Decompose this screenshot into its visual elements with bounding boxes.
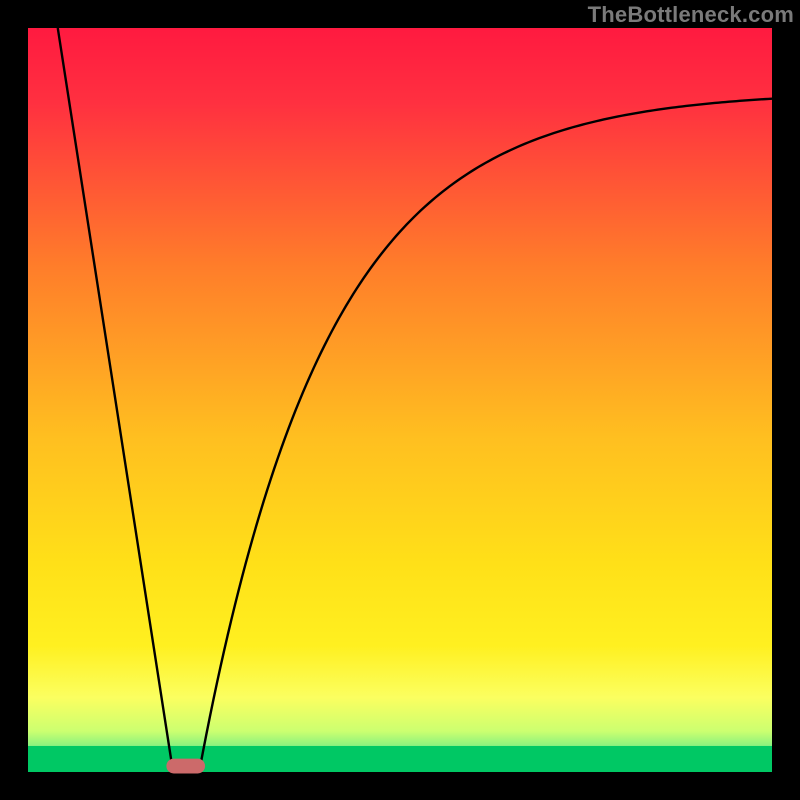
dip-marker [166,759,205,774]
gradient-background [28,28,772,772]
bottom-band [28,746,772,772]
figure-root: TheBottleneck.com [0,0,800,800]
chart-svg [0,0,800,800]
watermark-text: TheBottleneck.com [588,2,794,28]
